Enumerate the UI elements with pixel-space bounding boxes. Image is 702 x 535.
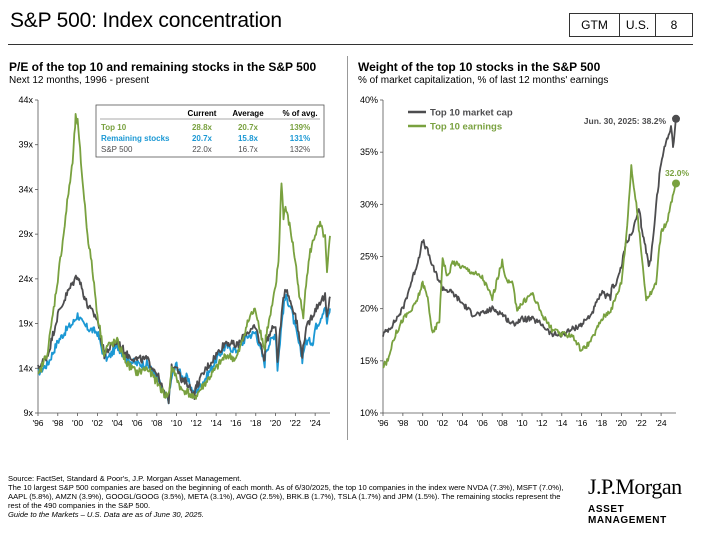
end-marker-top-10-market-cap [672, 114, 680, 123]
right-x-tick-label: '00 [417, 418, 428, 428]
right-y-tick-label: 20% [360, 304, 378, 314]
left-x-tick-label: '24 [310, 418, 321, 428]
left-series-line-remaining-stocks [37, 293, 331, 405]
left-chart-subtitle: Next 12 months, 1996 - present [9, 75, 150, 86]
left-x-tick-label: '00 [72, 418, 83, 428]
badge-gtm: GTM [570, 14, 620, 36]
left-x-tick-label: '02 [92, 418, 103, 428]
table-header-current: Current [188, 109, 217, 118]
end-marker-top-10-earnings [672, 179, 680, 188]
left-x-tick-label: '16 [230, 418, 241, 428]
left-series-line-top-10 [37, 113, 331, 400]
right-y-tick-label: 40% [360, 95, 378, 105]
left-x-tick-label: '08 [151, 418, 162, 428]
table-row-top10-current: 28.8x [192, 123, 213, 132]
right-series-line-top-10-earnings [382, 164, 677, 369]
annotation-market-cap-end: Jun. 30, 2025: 38.2% [584, 116, 667, 126]
left-x-tick-label: '14 [211, 418, 222, 428]
annotation-earnings-end: 32.0% [665, 168, 690, 178]
footnote-guide: Guide to the Markets – U.S. Data are as … [8, 510, 204, 519]
footnote-definition: The 10 largest S&P 500 companies are bas… [8, 483, 564, 510]
left-x-tick-label: '04 [112, 418, 123, 428]
page-title: S&P 500: Index concentration [10, 9, 282, 32]
table-row-top10-label: Top 10 [101, 123, 127, 132]
left-x-tick-label: '06 [131, 418, 142, 428]
left-y-tick-label: 39x [18, 140, 33, 150]
table-row-top10-average: 20.7x [238, 123, 259, 132]
right-x-tick-label: '02 [437, 418, 448, 428]
left-y-tick-label: 14x [18, 363, 33, 373]
right-x-tick-label: '06 [477, 418, 488, 428]
left-chart-lines [37, 113, 331, 405]
right-y-tick-label: 25% [360, 252, 378, 262]
right-x-tick-label: '96 [377, 418, 388, 428]
table-row-top10-pct: 139% [290, 123, 310, 132]
right-y-tick-label: 15% [360, 356, 378, 366]
right-x-tick-label: '12 [536, 418, 547, 428]
logo-wordmark: J.P.Morgan [588, 474, 682, 499]
panel-divider [347, 56, 348, 440]
badge-region: U.S. [620, 14, 656, 36]
right-x-tick-label: '98 [397, 418, 408, 428]
right-x-tick-label: '24 [656, 418, 667, 428]
table-row-remaining-average: 15.8x [238, 134, 259, 143]
right-x-tick-label: '16 [576, 418, 587, 428]
table-row-sp500-pct: 132% [290, 145, 310, 154]
table-row-remaining-label: Remaining stocks [101, 134, 170, 143]
left-chart-title: P/E of the top 10 and remaining stocks i… [9, 60, 317, 74]
left-x-tick-label: '10 [171, 418, 182, 428]
left-x-tick-label: '98 [52, 418, 63, 428]
legend-label-earnings: Top 10 earnings [430, 122, 502, 133]
right-chart-lines [382, 114, 680, 369]
table-row-sp500-current: 22.0x [192, 145, 212, 154]
right-x-tick-label: '18 [596, 418, 607, 428]
table-row-remaining-pct: 131% [290, 134, 310, 143]
right-y-tick-label: 35% [360, 147, 378, 157]
left-y-tick-label: 34x [18, 184, 33, 194]
left-x-tick-label: '96 [32, 418, 43, 428]
right-series-line-top-10-market-cap [382, 118, 677, 338]
right-y-tick-label: 10% [360, 408, 378, 418]
right-chart-axes: 10% 15% 20% 25% 30% 35% 40% '96 '98 '00 '02 '04 '06 '… [360, 95, 676, 428]
right-x-tick-label: '22 [636, 418, 647, 428]
badge-page-number: 8 [670, 18, 678, 32]
left-y-tick-label: 24x [18, 274, 33, 284]
left-x-tick-label: '12 [191, 418, 202, 428]
footnote-source: Source: FactSet, Standard & Poor's, J.P.… [8, 474, 242, 483]
table-header-pct: % of avg. [282, 109, 317, 118]
left-x-tick-label: '20 [270, 418, 281, 428]
right-chart-subtitle: % of market capitalization, % of last 12… [358, 75, 609, 86]
jpmorgan-logo: J.P.Morgan ASSET MANAGEMENT [588, 474, 694, 526]
table-header-average: Average [232, 109, 264, 118]
table-row-remaining-current: 20.7x [192, 134, 213, 143]
left-y-tick-label: 9x [23, 408, 33, 418]
right-x-tick-label: '14 [556, 418, 567, 428]
logo-subline: ASSET MANAGEMENT [588, 504, 667, 526]
table-row-sp500-label: S&P 500 [101, 145, 133, 154]
left-chart-axes: 9x 14x 19x 24x 29x 34x 39x 44x '96 '98 '00 '02 '04 '0… [18, 95, 330, 428]
left-x-tick-label: '18 [250, 418, 261, 428]
right-chart-legend: Top 10 market cap Top 10 earnings [408, 108, 513, 133]
legend-label-market-cap: Top 10 market cap [430, 108, 513, 119]
right-y-tick-label: 30% [360, 199, 378, 209]
left-y-tick-label: 19x [18, 319, 33, 329]
right-x-tick-label: '10 [517, 418, 528, 428]
right-x-tick-label: '08 [497, 418, 508, 428]
header-rule [8, 44, 693, 45]
footnotes: Source: FactSet, Standard & Poor's, J.P.… [8, 474, 568, 519]
right-chart-title: Weight of the top 10 stocks in the S&P 5… [358, 60, 601, 74]
left-y-tick-label: 44x [18, 95, 33, 105]
right-x-tick-label: '04 [457, 418, 468, 428]
right-x-tick-label: '20 [616, 418, 627, 428]
badge-group: GTM U.S. 8 [569, 13, 693, 37]
left-series-line-s-p-500 [37, 274, 331, 405]
pe-summary-table: Current Average % of avg. Top 10 28.8x 2… [95, 104, 325, 158]
left-y-tick-label: 29x [18, 229, 33, 239]
table-row-sp500-average: 16.7x [238, 145, 258, 154]
table-box [95, 104, 325, 158]
left-x-tick-label: '22 [290, 418, 301, 428]
